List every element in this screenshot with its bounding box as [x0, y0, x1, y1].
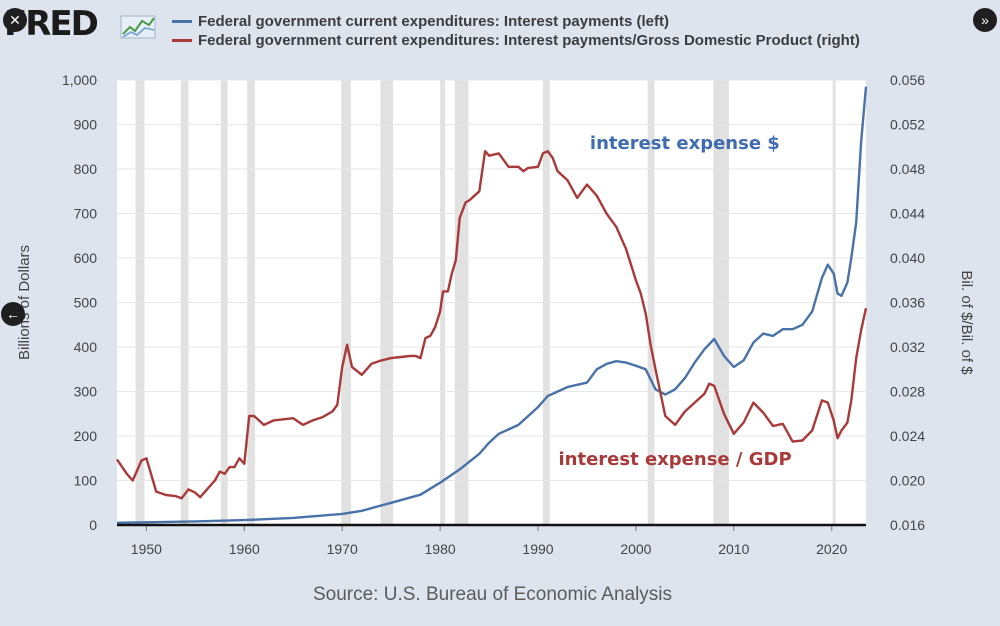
- x-tick-label: 2020: [816, 541, 847, 557]
- y-tick-right: 0.036: [890, 295, 925, 311]
- fred-chart-logo-icon: [120, 15, 156, 39]
- y-tick-right: 0.032: [890, 339, 925, 355]
- y-tick-right: 0.024: [890, 428, 925, 444]
- y-tick-left: 1,000: [62, 72, 97, 88]
- y-tick-right: 0.016: [890, 517, 925, 533]
- y-axis-label-right: Bil. of $/Bil. of $: [958, 270, 975, 375]
- close-icon: ✕: [9, 12, 21, 28]
- source-note: Source: U.S. Bureau of Economic Analysis: [312, 584, 673, 605]
- y-tick-right: 0.044: [890, 206, 925, 222]
- series-lines: [116, 86, 868, 524]
- legend-item-interest-payments: Federal government current expenditures:…: [172, 12, 860, 31]
- x-tick-label: 1960: [229, 541, 260, 557]
- y-tick-right: 0.056: [890, 72, 925, 88]
- annotation-label: interest expense / GDP: [559, 449, 792, 470]
- y-tick-right: 0.052: [890, 117, 925, 133]
- annotation-label: interest expense $: [590, 133, 780, 154]
- y-tick-left: 300: [74, 384, 98, 400]
- x-tick-label: 1990: [522, 541, 553, 557]
- y-tick-left: 800: [74, 161, 98, 177]
- y-tick-left: 0: [89, 517, 97, 533]
- next-button[interactable]: »: [973, 8, 997, 32]
- y-tick-right: 0.048: [890, 161, 925, 177]
- x-tick-label: 1970: [327, 541, 358, 557]
- chevron-left-icon: ←: [6, 306, 20, 322]
- previous-button[interactable]: ←: [1, 302, 25, 326]
- legend-swatch-red: [172, 39, 192, 42]
- annotations: interest expense $ interest expense / GDP: [559, 133, 792, 470]
- y-tick-left: 400: [74, 339, 98, 355]
- y-tick-right: 0.040: [890, 250, 925, 266]
- y-tick-left: 700: [74, 206, 98, 222]
- y-tick-left: 100: [74, 473, 98, 489]
- legend-label: Federal government current expenditures:…: [198, 32, 860, 49]
- legend-item-interest-gdp-ratio: Federal government current expenditures:…: [172, 31, 860, 50]
- axes: 0 100 200 300 400 500 600 700 800 900 1,000 0.016 0.…: [16, 72, 975, 557]
- y-tick-left: 200: [74, 428, 98, 444]
- y-axis-label-left: Billions of Dollars: [16, 245, 33, 360]
- series-line-1: [116, 149, 868, 500]
- chevron-right-icon: »: [981, 12, 989, 28]
- y-tick-left: 600: [74, 250, 98, 266]
- x-tick-label: 1980: [425, 541, 456, 557]
- close-button[interactable]: ✕: [3, 8, 27, 32]
- legend-swatch-blue: [172, 20, 192, 23]
- legend: Federal government current expenditures:…: [172, 12, 860, 50]
- x-tick-label: 2010: [718, 541, 749, 557]
- y-tick-right: 0.020: [890, 473, 925, 489]
- x-tick-label: 2000: [620, 541, 651, 557]
- y-tick-left: 900: [74, 117, 98, 133]
- gridlines: [117, 79, 866, 481]
- y-tick-right: 0.028: [890, 384, 925, 400]
- x-tick-label: 1950: [131, 541, 162, 557]
- y-tick-left: 500: [74, 295, 98, 311]
- legend-label: Federal government current expenditures:…: [198, 13, 669, 30]
